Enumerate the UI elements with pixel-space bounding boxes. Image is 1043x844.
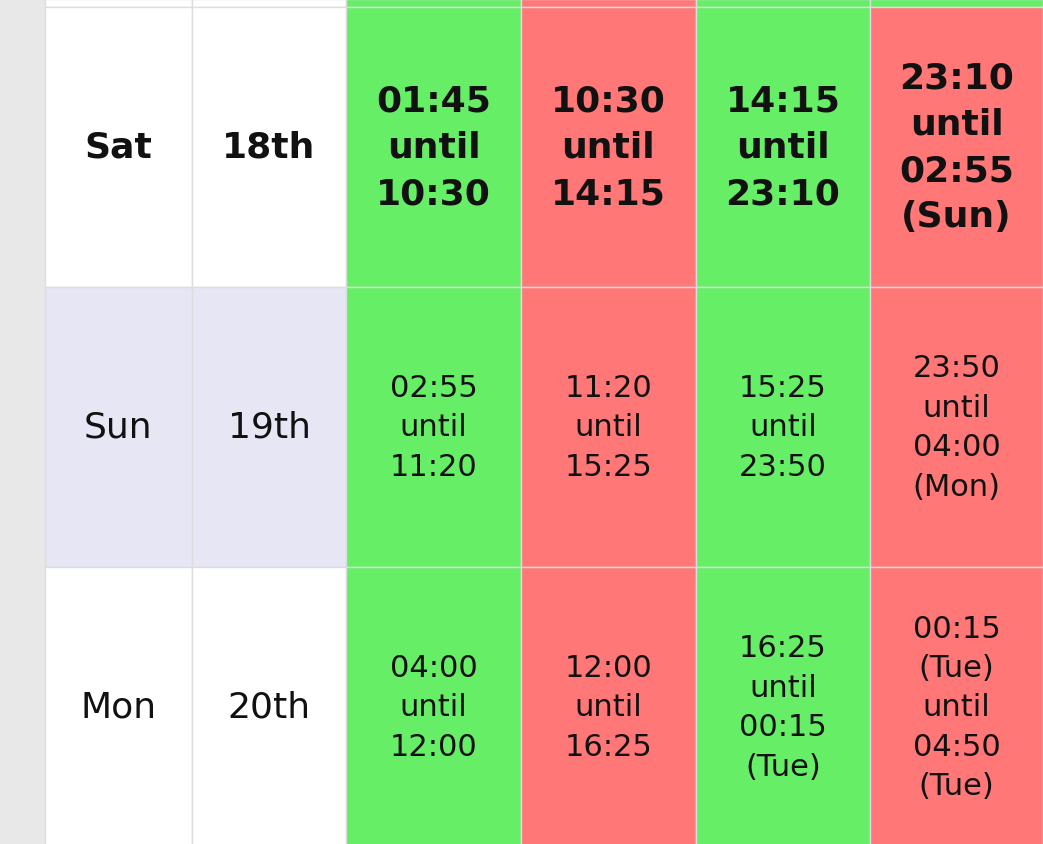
- Bar: [696, 567, 870, 844]
- Text: Sat: Sat: [84, 131, 152, 165]
- Bar: [45, 8, 192, 288]
- Text: 14:15
until
23:10: 14:15 until 23:10: [726, 84, 841, 211]
- Bar: [696, 0, 870, 8]
- Bar: [696, 288, 870, 567]
- Bar: [522, 567, 696, 844]
- Text: 11:20
until
15:25: 11:20 until 15:25: [564, 374, 652, 481]
- Text: 02:55
until
11:20: 02:55 until 11:20: [390, 374, 478, 481]
- Bar: [192, 8, 346, 288]
- Bar: [346, 567, 522, 844]
- Bar: [870, 0, 1043, 8]
- Bar: [45, 0, 192, 8]
- Text: 20th: 20th: [227, 690, 311, 724]
- Text: 18th: 18th: [222, 131, 316, 165]
- Bar: [870, 567, 1043, 844]
- Bar: [870, 8, 1043, 288]
- Text: 00:15
(Tue)
until
04:50
(Tue): 00:15 (Tue) until 04:50 (Tue): [913, 614, 1000, 800]
- Text: 16:25
until
00:15
(Tue): 16:25 until 00:15 (Tue): [739, 634, 827, 781]
- Text: 01:45
until
10:30: 01:45 until 10:30: [377, 84, 491, 211]
- Text: 12:00
until
16:25: 12:00 until 16:25: [564, 653, 652, 761]
- Bar: [522, 8, 696, 288]
- Bar: [346, 8, 522, 288]
- Text: Sun: Sun: [84, 410, 152, 445]
- Bar: [45, 567, 192, 844]
- Text: 10:30
until
14:15: 10:30 until 14:15: [551, 84, 665, 211]
- Text: 23:50
until
04:00
(Mon): 23:50 until 04:00 (Mon): [913, 354, 1000, 501]
- Text: Mon: Mon: [80, 690, 156, 724]
- Text: 04:00
until
12:00: 04:00 until 12:00: [390, 653, 478, 761]
- Text: 23:10
until
02:55
(Sun): 23:10 until 02:55 (Sun): [899, 62, 1014, 234]
- Text: 15:25
until
23:50: 15:25 until 23:50: [739, 374, 827, 481]
- Bar: [192, 567, 346, 844]
- Bar: [192, 0, 346, 8]
- Text: 19th: 19th: [227, 410, 311, 445]
- Bar: [696, 8, 870, 288]
- Bar: [192, 288, 346, 567]
- Bar: [346, 288, 522, 567]
- Bar: [870, 288, 1043, 567]
- Bar: [522, 288, 696, 567]
- Bar: [346, 0, 522, 8]
- Bar: [522, 0, 696, 8]
- Bar: [45, 288, 192, 567]
